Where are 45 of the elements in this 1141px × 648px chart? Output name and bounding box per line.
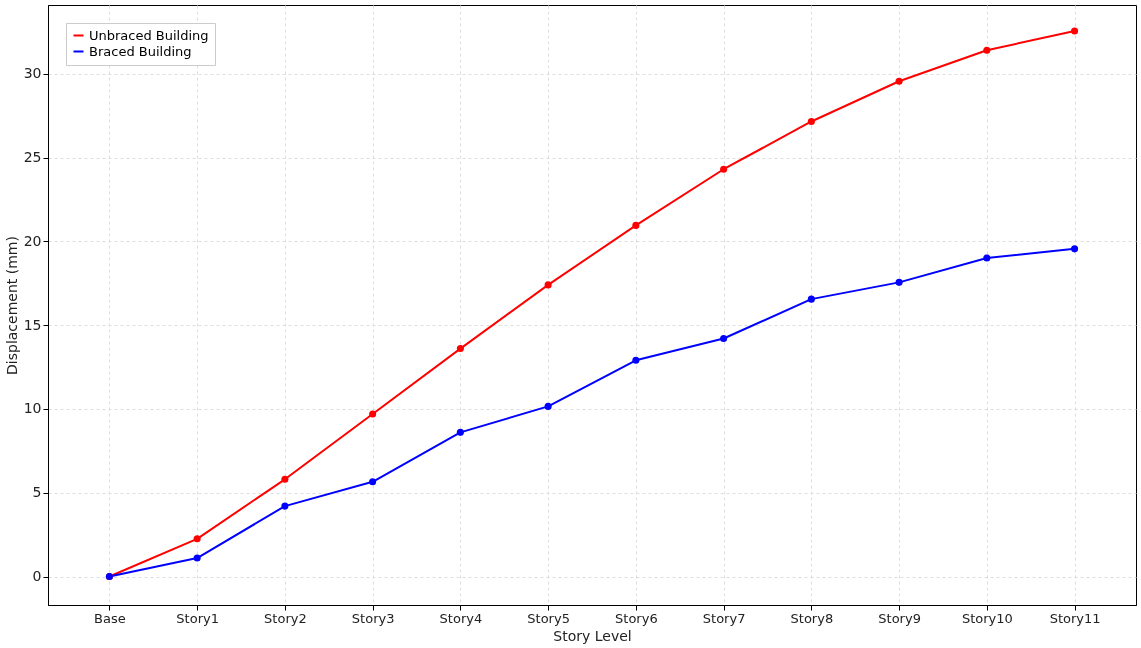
point	[895, 77, 903, 85]
x-tick-label: Story4	[439, 610, 483, 626]
point	[281, 475, 289, 483]
legend-label: Unbraced Building	[89, 27, 209, 43]
y-tick-label: 0	[32, 568, 42, 585]
y-tick-label: 20	[23, 232, 42, 249]
y-tick-label: 10	[23, 400, 42, 417]
y-tick-label: 5	[32, 484, 42, 501]
point	[895, 278, 903, 286]
point	[281, 502, 289, 510]
x-tick-label: Story6	[615, 610, 658, 626]
x-tick-label: Story11	[1049, 610, 1101, 626]
point	[456, 428, 464, 436]
point	[544, 402, 552, 410]
y-tick-label: 30	[23, 65, 42, 82]
x-tick-label: Story7	[702, 610, 746, 626]
point	[983, 46, 991, 54]
y-tick-label: 25	[23, 149, 42, 166]
point	[1071, 245, 1079, 253]
point	[193, 535, 201, 543]
point	[632, 221, 640, 229]
x-tick-label: Story3	[351, 610, 395, 626]
x-tick-label: Base	[94, 610, 126, 626]
x-tick-label: Story1	[176, 610, 219, 626]
point	[193, 554, 201, 562]
point	[369, 410, 377, 418]
point	[1071, 27, 1079, 35]
x-tick-label: Story5	[527, 610, 570, 626]
point	[807, 117, 815, 126]
point	[720, 165, 728, 173]
point	[456, 345, 464, 353]
x-tick-label: Story9	[878, 610, 921, 626]
x-axis-title: Story Level	[553, 627, 632, 644]
point	[369, 478, 377, 486]
point	[632, 356, 640, 364]
x-tick-label: Story2	[264, 610, 307, 626]
point	[544, 281, 552, 289]
x-tick-label: Story8	[790, 610, 834, 626]
y-axis-title: Displacement (mm)	[3, 236, 20, 375]
point	[720, 334, 728, 343]
x-tick-label: Story10	[961, 610, 1013, 626]
point	[807, 295, 815, 303]
legend-label: Braced Building	[89, 43, 192, 59]
y-tick-label: 15	[23, 316, 42, 333]
point	[983, 254, 991, 262]
